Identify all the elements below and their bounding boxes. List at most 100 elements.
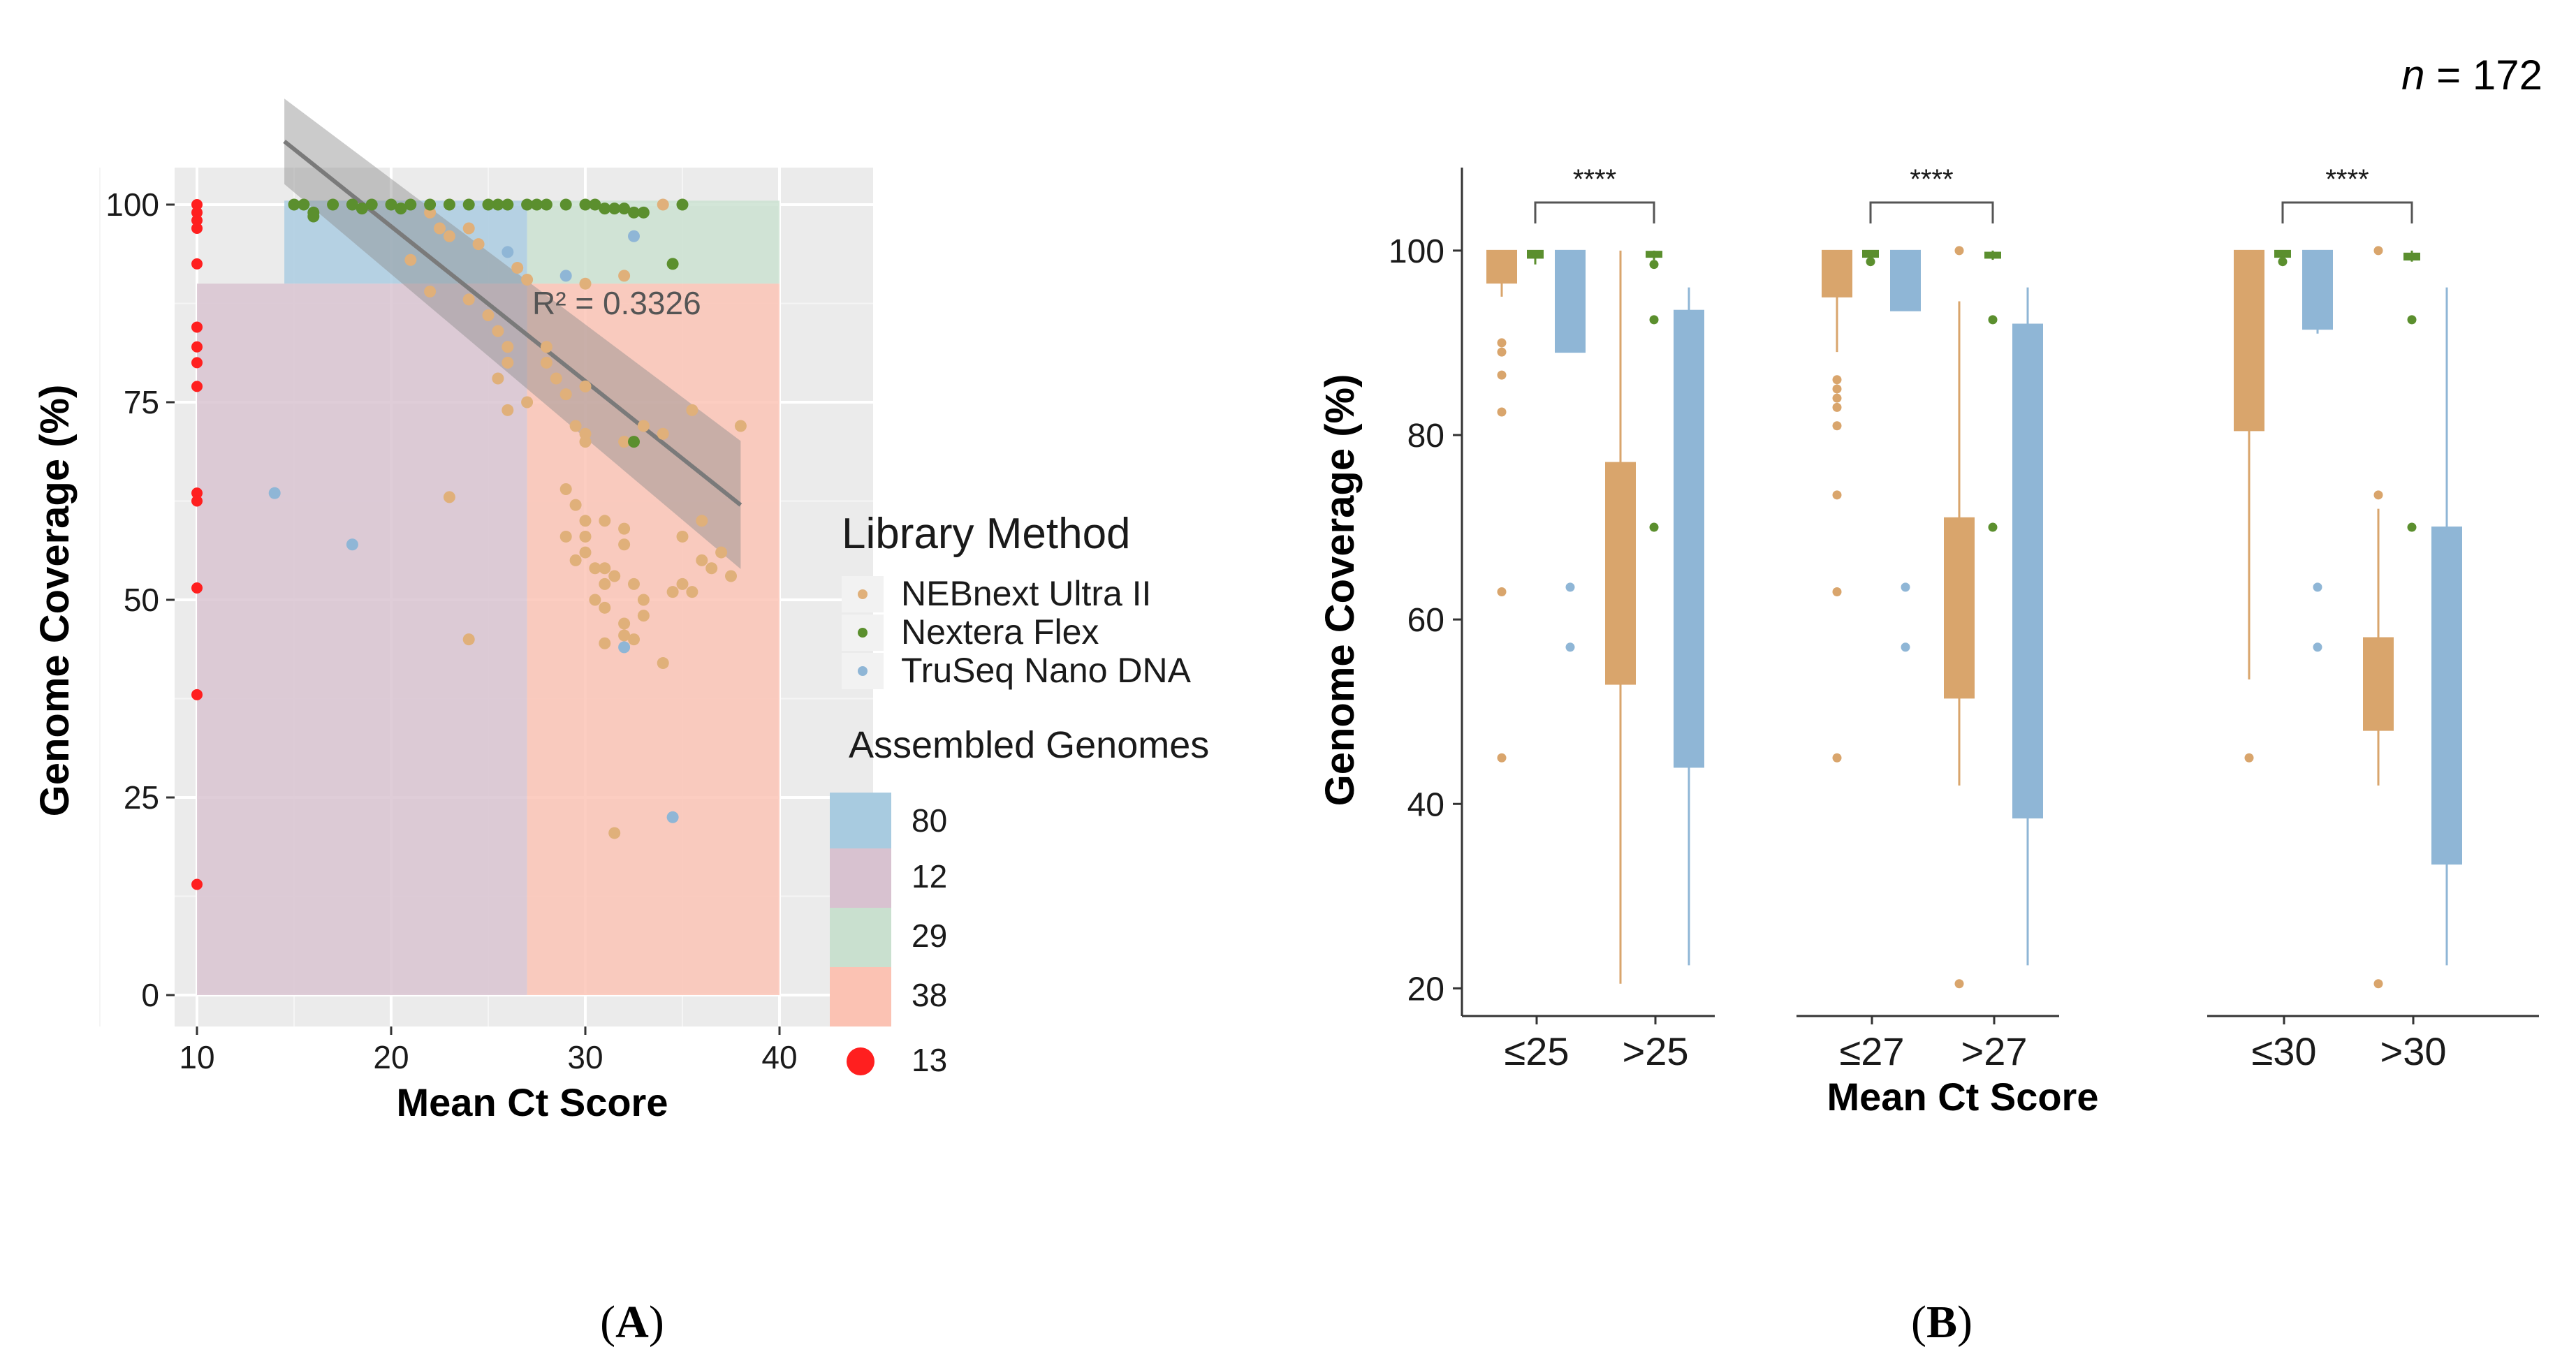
data-point [365,198,378,211]
data-point [191,258,203,270]
sample-size-label: n = 172 [2401,52,2542,98]
data-point [502,341,514,353]
box-outlier [1832,375,1842,385]
data-point [191,207,203,219]
caption-b: (B) [1911,1297,1973,1348]
data-point [608,203,621,215]
data-point [327,198,339,211]
box-body [2363,637,2394,731]
box-nextera-flex [1984,250,2001,532]
box-body [1944,517,1975,699]
box-body [2012,323,2043,819]
data-point [191,199,203,210]
data-point [307,210,320,223]
box-outlier [1649,260,1659,270]
box-outlier [1649,315,1659,325]
data-point [404,253,417,266]
box-outlier [1901,582,1910,592]
box-outlier [1497,407,1507,417]
data-point [676,198,689,211]
y-axis-ticks: 0 25 50 75 100 [105,186,175,1013]
box-body [1605,462,1636,685]
significance-stars: **** [1910,164,1953,195]
box-truseq-nano-dna [1674,287,1704,966]
data-point [521,274,534,286]
box-outlier [1832,421,1842,431]
x-tick-label: 20 [373,1039,409,1075]
box-truseq-nano-dna [1555,249,1586,652]
data-point [298,198,310,211]
data-point [725,570,737,582]
y-tick-label: 50 [124,582,159,618]
coverage-regions [197,200,780,995]
box-outlier [1565,582,1575,592]
data-point [395,203,407,215]
box-nebnext-ultra-ii [1605,250,1636,984]
caption-a: (A) [600,1297,664,1348]
data-point [424,286,437,298]
data-point [676,530,689,543]
data-point [559,530,572,543]
legend-count-label: 29 [912,918,947,954]
data-point [492,198,504,211]
legend-key-dot [858,589,868,599]
box-outlier [1954,246,1964,256]
box-outlier [1832,393,1842,403]
legend-failed-dot [847,1047,874,1075]
region-80 [284,200,527,284]
box-nextera-flex [1862,249,1879,267]
data-point [559,198,572,211]
data-point [715,546,728,559]
data-point [734,420,747,432]
data-point [462,198,475,211]
legend-swatch-80 [830,793,891,852]
box-nebnext-ultra-ii [1486,249,1517,763]
x-tick-label: 30 [567,1039,603,1075]
data-point [550,372,562,385]
box-body [2403,252,2420,261]
panel-b-boxplots: 20 40 60 80 100 ≤25 >25 **** ≤27 >27 **** ≤30 >30 **… [1317,164,2539,1119]
y-tick-label: 25 [124,779,159,816]
x-axis-title-b: Mean Ct Score [1827,1075,2099,1119]
data-point [637,594,650,606]
legend-genomes-title: Assembled Genomes [849,724,1209,766]
data-point [540,356,552,369]
x-tick-label: >30 [2380,1029,2447,1073]
box-outlier [1497,347,1507,357]
box-body [1890,249,1921,311]
box-body [2234,249,2264,432]
y-tick-label: 20 [1407,971,1444,1008]
legend-library-title: Library Method [842,510,1131,558]
data-point [676,577,689,590]
data-point [666,811,679,823]
sample-size-value: = 172 [2425,52,2543,98]
data-point [492,325,504,337]
box-body [1486,249,1517,284]
legend-item-label: Nextera Flex [901,612,1099,652]
data-point [628,230,640,242]
data-point [618,538,631,551]
data-point [618,270,631,282]
data-point [569,499,582,511]
box-outlier [1497,753,1507,763]
data-point [191,582,203,594]
box-body [2274,249,2291,258]
data-point [492,372,504,385]
data-point [462,222,475,235]
x-tick-label: ≤30 [2251,1029,2316,1073]
region-29 [527,200,780,284]
y-axis: 20 40 60 80 100 [1389,168,1463,1016]
x-axis-ticks: 10 20 30 40 [179,1026,798,1075]
data-point [696,554,708,566]
confidence-band [284,98,741,569]
region-12 [197,284,527,995]
data-point [559,270,572,282]
legend-key-dot [858,666,868,676]
regression-line [283,140,742,507]
data-point [666,258,679,270]
data-point [482,198,495,211]
data-point [696,515,708,527]
y-tick-label: 100 [1389,233,1444,270]
box-outlier [1832,402,1842,412]
data-point [628,633,640,646]
